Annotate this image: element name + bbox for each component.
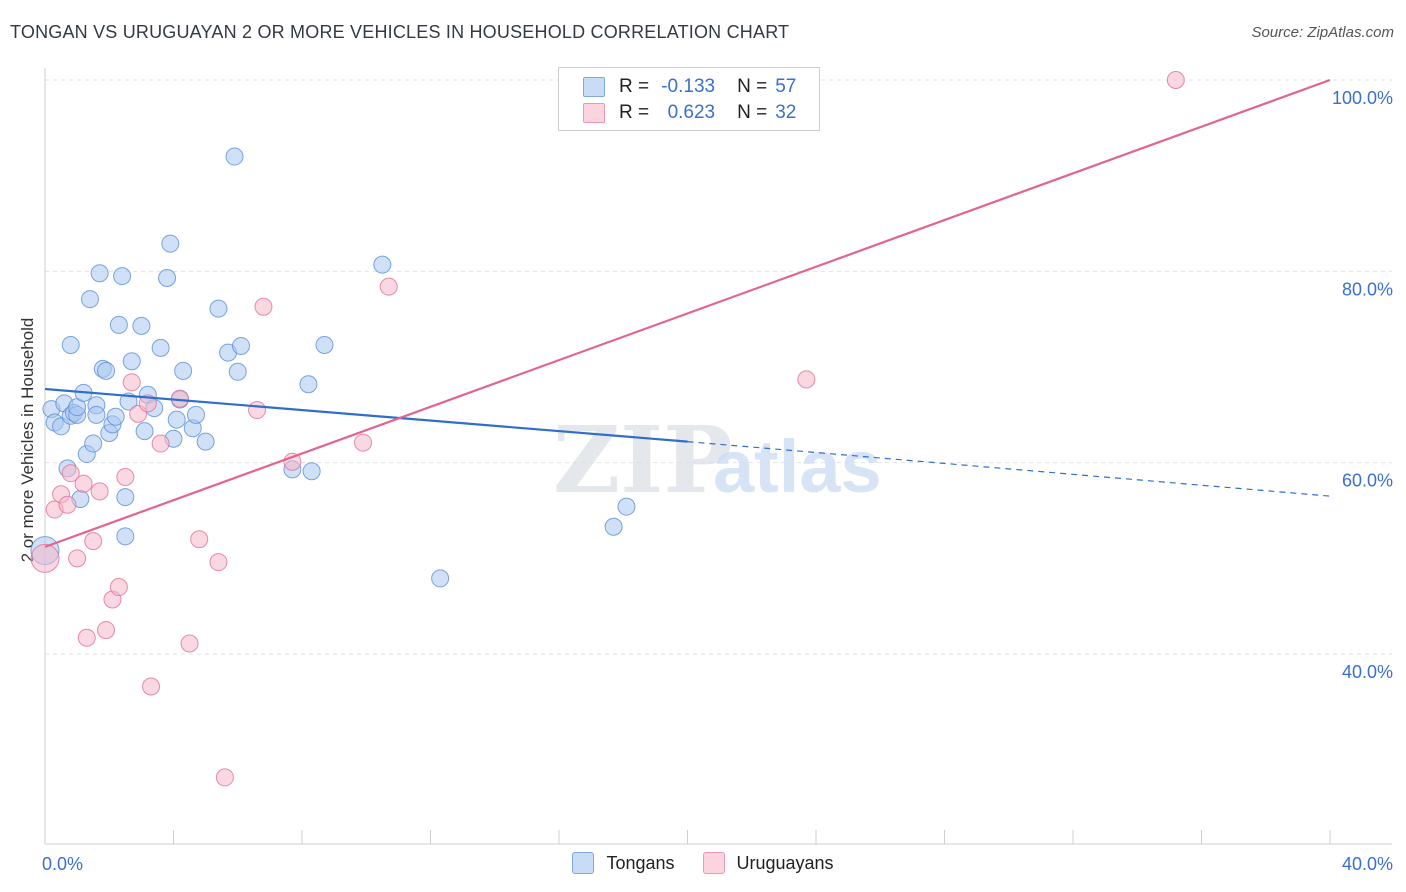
stats-n-value: 32: [775, 102, 797, 123]
stats-swatch-tongans: [583, 77, 605, 97]
data-point: [797, 370, 816, 389]
data-point: [254, 297, 273, 316]
data-point: [151, 434, 170, 453]
data-point: [225, 147, 244, 166]
watermark-atlas: atlas: [713, 425, 882, 508]
legend-item-uruguayans[interactable]: Uruguayans: [702, 852, 834, 874]
data-point: [87, 405, 106, 424]
stats-box: R = -0.133 N = 57 R = 0.623 N = 32: [558, 67, 820, 131]
data-point: [190, 530, 209, 549]
chart-title: TONGAN VS URUGUAYAN 2 OR MORE VEHICLES I…: [10, 22, 790, 42]
data-point: [354, 433, 373, 452]
data-point: [116, 488, 135, 507]
watermark-zip: ZIP: [553, 406, 732, 514]
data-point: [122, 352, 141, 371]
data-point: [299, 375, 318, 394]
data-point: [231, 336, 250, 355]
data-point: [132, 316, 151, 335]
legend-swatch-uruguayans: [702, 852, 725, 874]
data-point: [196, 432, 215, 451]
data-point: [135, 422, 154, 441]
data-point: [109, 315, 128, 334]
stats-r-value: -0.133: [661, 76, 716, 97]
data-point: [379, 277, 398, 296]
data-point: [373, 255, 392, 274]
data-point: [142, 677, 161, 696]
data-point: [84, 532, 103, 551]
data-point: [138, 394, 157, 413]
series-uruguayans: [30, 71, 1185, 787]
data-point: [158, 269, 177, 288]
stats-r-label: R =: [619, 76, 650, 97]
data-point: [167, 410, 186, 429]
data-point: [113, 267, 132, 286]
data-point: [617, 497, 636, 516]
data-point: [84, 434, 103, 453]
data-point: [116, 468, 135, 487]
legend-item-tongans[interactable]: Tongans: [572, 852, 675, 874]
data-point: [604, 517, 623, 536]
data-point: [302, 462, 321, 481]
stats-row-tongans: R = -0.133 N = 57: [583, 75, 796, 99]
trend-line-uruguayans: [44, 78, 1331, 548]
y-tick-label: 100.0%: [1332, 88, 1393, 108]
data-point: [106, 407, 125, 426]
y-tick-label: 40.0%: [1342, 662, 1393, 682]
data-point: [58, 495, 77, 514]
data-point: [61, 464, 80, 483]
stats-swatch-uruguayans: [583, 103, 605, 123]
data-point: [97, 361, 116, 380]
data-point: [180, 634, 199, 653]
series-tongans: [30, 147, 636, 588]
data-point: [1166, 71, 1185, 89]
data-point: [109, 578, 128, 597]
stats-n-label: N =: [737, 102, 768, 123]
data-point: [151, 338, 170, 357]
data-point: [116, 527, 135, 546]
data-point: [90, 264, 109, 283]
data-point: [80, 290, 99, 309]
data-point: [97, 621, 116, 640]
stats-row-uruguayans: R = 0.623 N = 32: [583, 101, 796, 125]
data-point: [68, 549, 87, 568]
stats-n-value: 57: [775, 76, 797, 97]
data-point: [248, 401, 267, 420]
data-point: [174, 361, 193, 380]
legend: Tongans Uruguayans: [0, 852, 1406, 874]
x-tick-label: 40.0%: [1342, 854, 1393, 874]
data-point: [77, 628, 96, 647]
data-point: [431, 569, 450, 588]
data-point: [209, 299, 228, 318]
data-point: [61, 335, 80, 354]
stats-r-label: R =: [619, 102, 650, 123]
data-point: [228, 362, 247, 381]
data-point: [30, 543, 60, 573]
source-credit: Source: ZipAtlas.com: [1251, 24, 1394, 41]
stats-n-label: N =: [737, 76, 768, 97]
legend-swatch-tongans: [572, 852, 595, 874]
stats-r-value: 0.623: [667, 102, 716, 123]
trend-line-tongans-extension: [687, 441, 1331, 497]
x-tick-label: 0.0%: [42, 854, 83, 874]
legend-label-tongans: Tongans: [606, 852, 675, 873]
data-point: [215, 768, 234, 787]
data-point: [90, 482, 109, 501]
y-tick-label: 60.0%: [1342, 471, 1393, 491]
data-point: [186, 405, 205, 424]
y-tick-label: 80.0%: [1342, 279, 1393, 299]
data-point: [161, 234, 180, 253]
data-point: [315, 335, 334, 354]
data-point: [122, 373, 141, 392]
data-point: [209, 553, 228, 572]
legend-label-uruguayans: Uruguayans: [736, 852, 834, 873]
data-point: [74, 474, 93, 493]
trend-line-tongans: [44, 387, 688, 443]
